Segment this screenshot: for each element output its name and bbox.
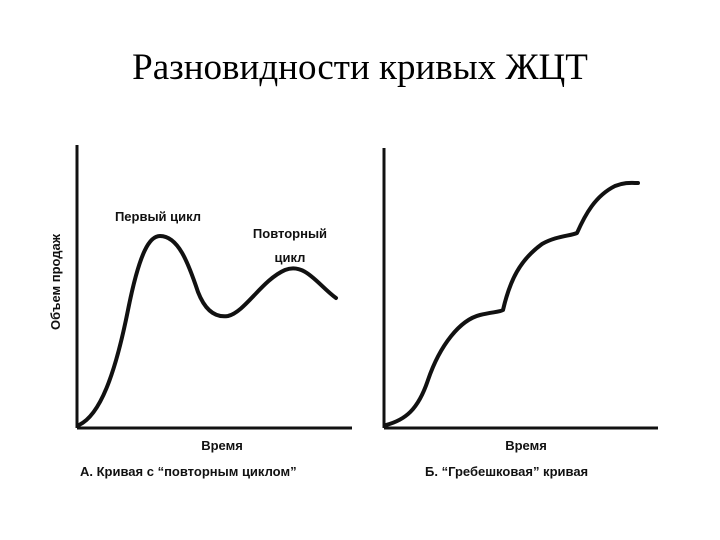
panel-b-curve bbox=[384, 180, 640, 427]
panel-b-caption: Б. “Гребешковая” кривая bbox=[425, 464, 588, 479]
panel-a-caption: А. Кривая с “повторным циклом” bbox=[80, 464, 297, 479]
panel-a-annotation-first-cycle: Первый цикл bbox=[115, 209, 201, 224]
panel-a: Объем продаж Первый цикл Повторный цикл … bbox=[48, 145, 352, 479]
slide-title: Разновидности кривых ЖЦТ bbox=[132, 47, 588, 88]
panel-a-x-label: Время bbox=[201, 438, 243, 453]
panel-a-curve bbox=[77, 234, 338, 427]
panel-a-annotation-repeat-line1: Повторный bbox=[253, 226, 327, 241]
panel-a-annotation-repeat-line2: цикл bbox=[275, 250, 306, 265]
panel-b: Время Б. “Гребешковая” кривая bbox=[382, 148, 658, 479]
panel-a-y-label: Объем продаж bbox=[48, 233, 63, 330]
panel-b-x-label: Время bbox=[505, 438, 547, 453]
